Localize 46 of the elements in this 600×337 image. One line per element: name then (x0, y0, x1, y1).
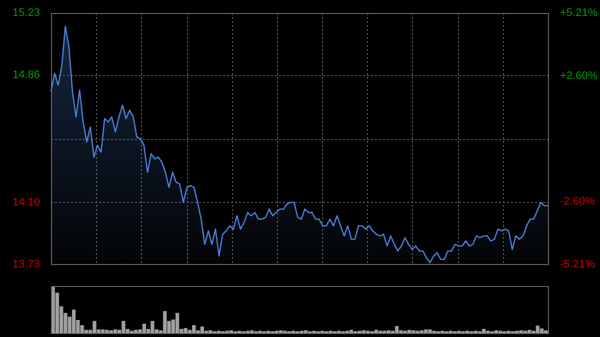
bar (134, 330, 138, 333)
bar (109, 330, 113, 333)
y-tick-label: 15.23 (12, 7, 40, 20)
bar (200, 326, 204, 333)
bar (279, 330, 283, 333)
bar (399, 330, 403, 333)
bar (122, 320, 126, 333)
bar (528, 330, 532, 333)
bar (362, 330, 366, 333)
bar (412, 330, 416, 333)
bar (494, 330, 498, 333)
y-tick-label: 13.73 (12, 258, 40, 270)
bar (349, 330, 354, 333)
bar (395, 326, 399, 333)
bar (142, 324, 146, 333)
bar (175, 312, 180, 333)
y2-tick-label: +2.60% (560, 70, 598, 82)
bar (424, 329, 428, 333)
bar (407, 330, 412, 333)
bar (482, 328, 486, 333)
y-tick-label: 14.86 (12, 69, 40, 82)
bar (420, 330, 424, 333)
bar (72, 310, 76, 333)
bar (192, 325, 196, 333)
bar (536, 326, 540, 333)
bar (150, 320, 154, 333)
bar (184, 328, 188, 333)
bar (105, 330, 109, 333)
bar (374, 330, 378, 333)
y2-tick-label: -2.60% (560, 195, 596, 208)
bar (163, 311, 167, 333)
y2-tick-label: +5.21% (560, 7, 598, 20)
bar (113, 329, 118, 333)
bar (428, 329, 432, 333)
y-tick-label: 14.10 (12, 196, 40, 208)
bar (92, 320, 96, 333)
bar (208, 330, 212, 333)
bar (386, 330, 390, 333)
bar (519, 330, 523, 333)
bar (250, 330, 254, 333)
bar (544, 330, 548, 333)
bar (100, 329, 105, 333)
bar (229, 330, 233, 333)
y2-tick-label: -5.21% (560, 258, 596, 270)
bar (304, 330, 308, 333)
bar (540, 328, 544, 333)
